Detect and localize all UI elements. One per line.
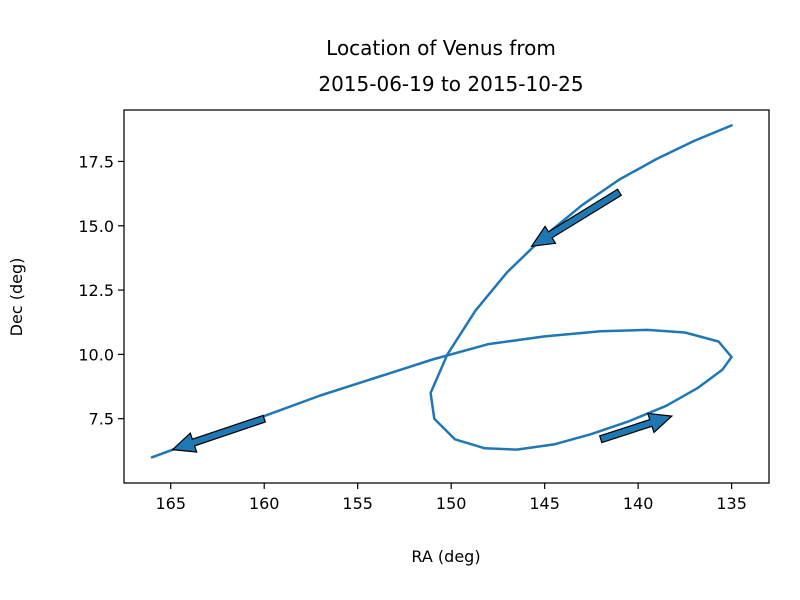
plot-area	[150, 124, 733, 459]
x-tick-label: 140	[623, 494, 654, 513]
direction-arrow-1	[530, 188, 623, 248]
y-tick-label: 7.5	[89, 410, 114, 429]
direction-arrow-2	[598, 412, 674, 444]
y-tick-label: 17.5	[78, 152, 114, 171]
y-tick-label: 15.0	[78, 217, 114, 236]
x-axis-label: RA (deg)	[411, 547, 480, 566]
venus-path-line	[150, 124, 733, 459]
x-tick-label: 145	[529, 494, 560, 513]
y-axis: 7.5 10.0 12.5 15.0 17.5	[78, 152, 124, 429]
x-tick-label: 165	[155, 494, 186, 513]
x-tick-label: 150	[436, 494, 467, 513]
axes-frame	[123, 109, 770, 484]
y-tick-label: 12.5	[78, 281, 114, 300]
x-axis: 165 160 155 150 145 140 135	[155, 483, 747, 513]
chart-title-line-2: 2015-06-19 to 2015-10-25	[318, 72, 583, 96]
direction-arrow-3	[171, 414, 267, 453]
x-tick-label: 155	[342, 494, 373, 513]
x-tick-label: 135	[716, 494, 747, 513]
y-axis-label: Dec (deg)	[7, 258, 26, 337]
x-tick-label: 160	[249, 494, 280, 513]
chart-title-line-1: Location of Venus from	[326, 36, 556, 60]
y-tick-label: 10.0	[78, 345, 114, 364]
